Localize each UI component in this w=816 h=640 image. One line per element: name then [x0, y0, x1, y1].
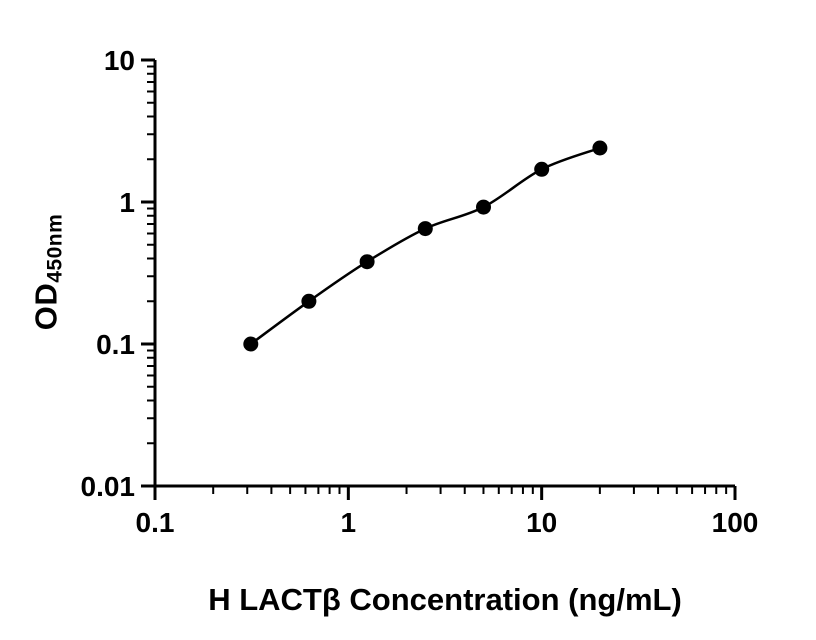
x-tick-label: 10 — [526, 507, 557, 538]
x-tick-label: 100 — [712, 507, 759, 538]
y-tick-label: 1 — [119, 187, 135, 218]
data-point — [301, 293, 317, 309]
axis-ticks — [141, 58, 737, 500]
y-tick-label: 0.01 — [81, 471, 136, 502]
y-axis-label-main: OD — [28, 282, 64, 331]
axes — [153, 60, 735, 488]
data-point — [476, 199, 491, 215]
data-point — [243, 336, 259, 352]
data-point — [534, 161, 550, 177]
x-axis-title: H LACTβ Concentration (ng/mL) — [208, 582, 682, 617]
y-tick-label: 0.1 — [96, 329, 135, 360]
fit-curve — [250, 146, 601, 346]
data-point — [417, 221, 433, 237]
y-tick-label: 10 — [104, 45, 135, 76]
x-tick-label: 0.1 — [136, 507, 175, 538]
data-point — [592, 140, 608, 156]
y-axis-label-subscript: 450nm — [43, 213, 67, 283]
data-points — [243, 140, 608, 352]
y-axis-label: OD450nm — [29, 214, 68, 331]
data-point — [359, 254, 375, 270]
x-tick-label: 1 — [341, 507, 357, 538]
